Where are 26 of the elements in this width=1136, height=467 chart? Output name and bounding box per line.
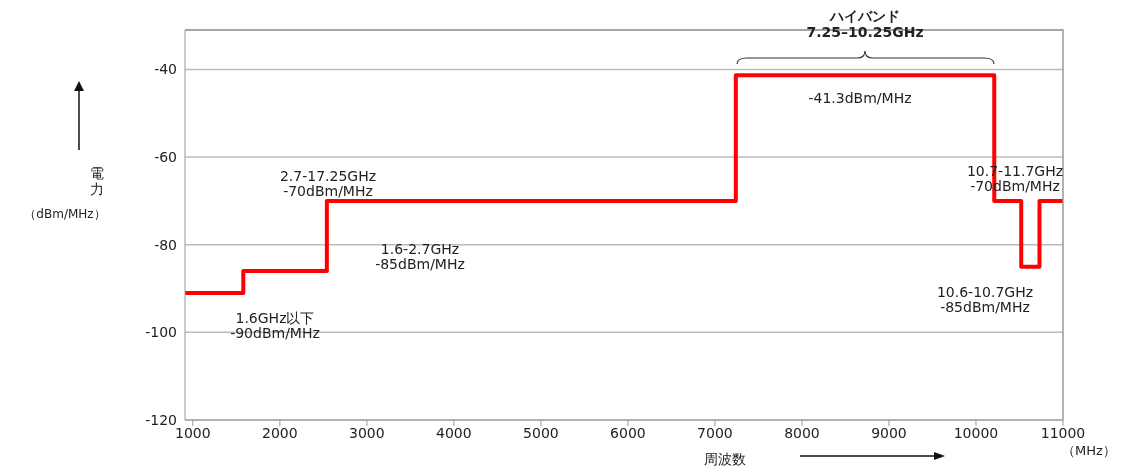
- annotation: ハイバンド 7.25–10.25GHz: [806, 8, 924, 40]
- x-tick-label: 2000: [262, 424, 298, 441]
- x-tick-label: 1000: [175, 424, 211, 441]
- annotation: 2.7-17.25GHz -70dBm/MHz: [279, 168, 377, 199]
- x-tick-label: 4000: [436, 424, 472, 441]
- text: （dBm/MHz）: [24, 207, 106, 221]
- y-tick-label: -100: [145, 324, 177, 341]
- annotation: 1.6-2.7GHz -85dBm/MHz: [375, 241, 465, 272]
- x-axis-title: 周波数: [704, 451, 746, 467]
- y-tick-label: -60: [154, 149, 177, 166]
- annotation: 1.6GHz以下 -90dBm/MHz: [230, 310, 320, 341]
- annotation: -41.3dBm/MHz: [808, 90, 912, 106]
- y-tick-label: -40: [154, 61, 177, 78]
- x-tick-label: 10000: [953, 424, 999, 441]
- x-tick-label: 7000: [697, 424, 733, 441]
- y-axis-title: 電力: [90, 165, 104, 197]
- y-tick-label: -80: [154, 236, 177, 253]
- x-tick-label: 8000: [784, 424, 820, 441]
- x-tick-label: 6000: [610, 424, 646, 441]
- x-tick-label: 5000: [523, 424, 559, 441]
- x-tick-label: 9000: [871, 424, 907, 441]
- x-tick-label: 3000: [349, 424, 385, 441]
- text: （MHz）: [1062, 443, 1116, 458]
- annotation: 10.6-10.7GHz -85dBm/MHz: [936, 284, 1034, 315]
- y-tick-label: -120: [145, 411, 177, 428]
- x-tick-label: 11000: [1040, 424, 1086, 441]
